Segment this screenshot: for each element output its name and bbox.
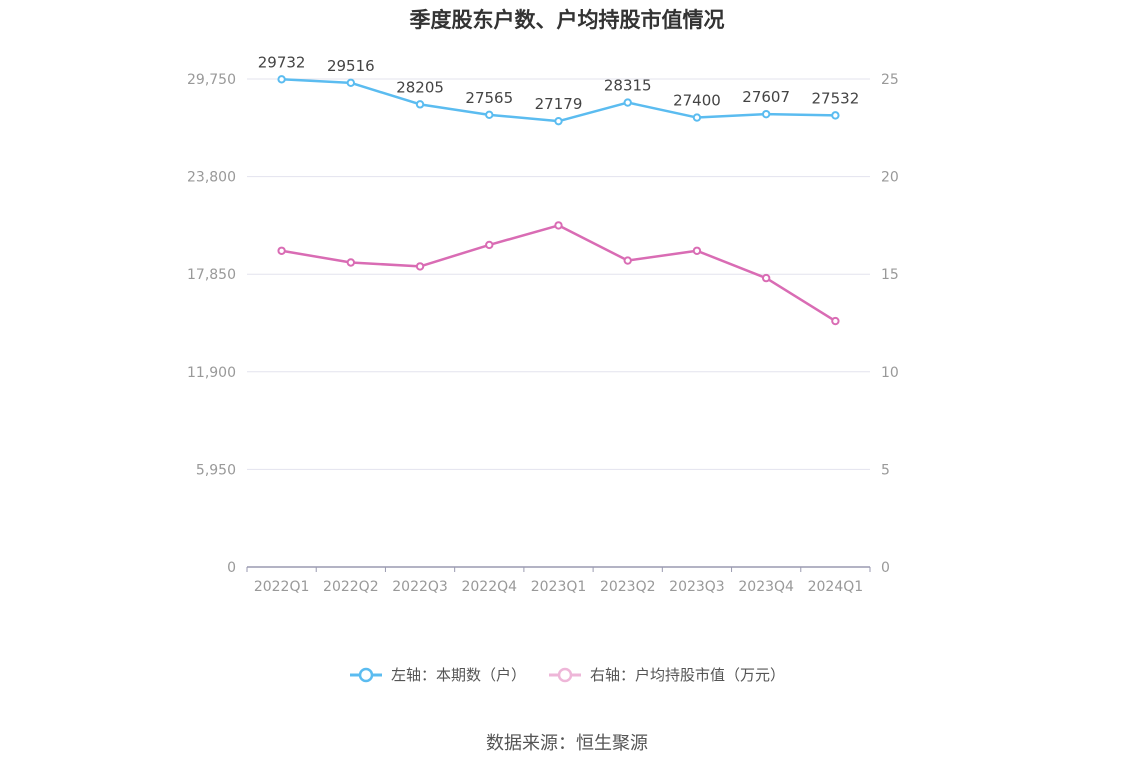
legend-marker-right: [549, 667, 581, 682]
x-tick-label: 2023Q2: [600, 579, 656, 595]
data-label: 29516: [327, 57, 375, 75]
x-tick-label: 2023Q4: [738, 579, 794, 595]
data-label: 27400: [673, 92, 721, 110]
data-label: 29732: [258, 53, 306, 71]
data-point-holders: [692, 113, 702, 122]
x-tick-label: 2022Q1: [254, 579, 310, 595]
x-tick-label: 2022Q2: [323, 579, 379, 595]
x-tick-label: 2022Q3: [392, 579, 448, 595]
data-point-market-value: [554, 221, 563, 230]
y-right-tick-label: 10: [881, 365, 899, 381]
data-point-holders: [277, 75, 286, 84]
data-label: 27607: [742, 88, 790, 106]
data-point-market-value: [485, 240, 494, 250]
data-label: 27179: [535, 95, 583, 113]
data-point-market-value: [623, 256, 632, 265]
data-point-market-value: [346, 258, 356, 267]
y-left-tick-label: 17,850: [187, 267, 236, 283]
data-point-market-value: [277, 246, 286, 255]
data-point-holders: [554, 116, 563, 126]
series-line-market-value: [281, 224, 837, 323]
x-tick-label: 2024Q1: [808, 579, 864, 595]
x-tick-label: 2023Q3: [669, 579, 725, 595]
data-label: 28315: [604, 77, 652, 95]
data-label: 27565: [465, 89, 513, 107]
x-tick-label: 2023Q1: [531, 579, 587, 595]
y-right-tick-label: 15: [881, 267, 899, 283]
y-left-tick-label: 0: [227, 560, 236, 576]
chart-title: 季度股东户数、户均持股市值情况: [409, 8, 725, 32]
chart-plot: 0 0 5,950 5 11,900 10 17,850 15 23,800 20 29,750 25…: [187, 53, 899, 595]
y-right-tick-label: 0: [881, 560, 890, 576]
y-right-tick-label: 5: [881, 462, 890, 478]
y-right-tick-label: 25: [881, 72, 899, 88]
data-point-market-value: [831, 316, 840, 326]
legend-marker-left: [349, 667, 382, 682]
data-point-market-value: [415, 262, 425, 271]
y-right-tick-label: 20: [881, 170, 899, 186]
y-left-tick-label: 29,750: [187, 72, 236, 88]
legend-item-left[interactable]: 左轴：本期数（户）: [349, 664, 526, 685]
y-left-tick-label: 23,800: [187, 170, 236, 186]
data-point-market-value: [761, 273, 771, 283]
data-point-holders: [761, 109, 771, 119]
data-label: 28205: [396, 78, 444, 96]
legend: 左轴：本期数（户） 右轴：户均持股市值（万元）: [0, 664, 1134, 685]
y-left-tick-label: 5,950: [196, 462, 236, 478]
legend-label-left: 左轴：本期数（户）: [390, 666, 526, 684]
data-point-holders: [485, 110, 494, 120]
legend-item-right[interactable]: 右轴：户均持股市值（万元）: [548, 664, 785, 685]
data-point-holders: [623, 98, 632, 107]
data-point-market-value: [692, 246, 702, 255]
data-point-holders: [415, 100, 425, 109]
y-left-tick-label: 11,900: [187, 365, 236, 381]
x-tick-label: 2022Q4: [461, 579, 517, 595]
data-point-holders: [346, 78, 356, 88]
source-note: 数据来源：恒生聚源: [486, 733, 648, 754]
data-point-holders: [831, 111, 840, 120]
legend-label-right: 右轴：户均持股市值（万元）: [590, 666, 786, 684]
data-label: 27532: [812, 89, 860, 107]
